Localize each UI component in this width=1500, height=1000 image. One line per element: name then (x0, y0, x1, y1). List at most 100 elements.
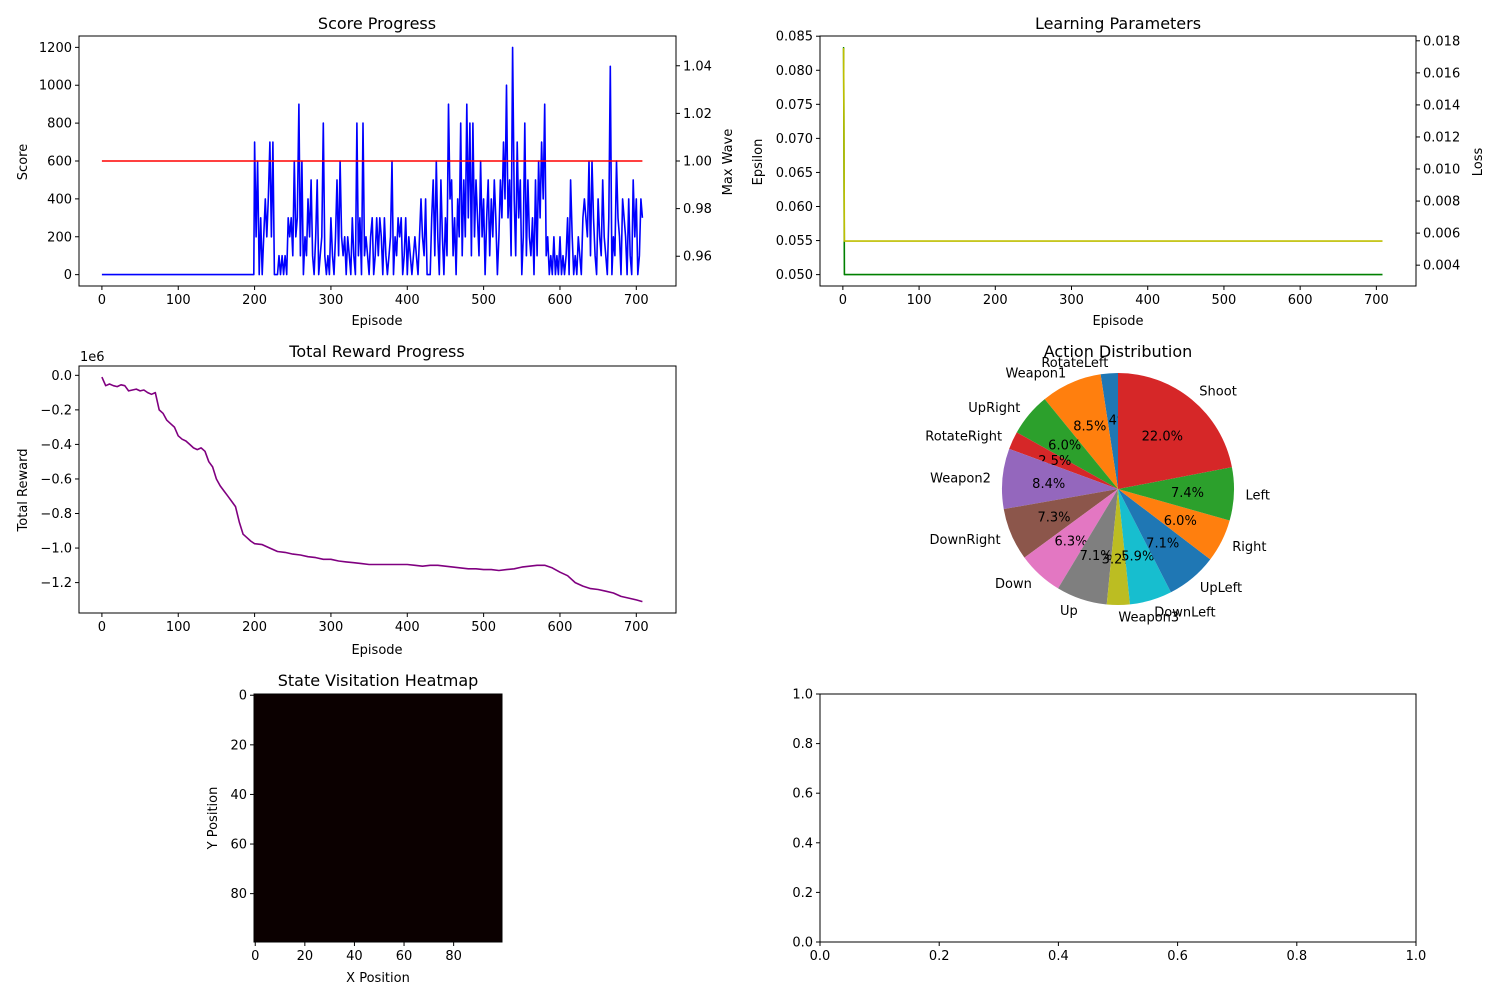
score-x-axis-label: Episode (351, 314, 402, 329)
pie-slice-down (1024, 489, 1118, 589)
score-y-axis-label: Score (16, 144, 31, 180)
score-x-tick-label: 500 (471, 293, 496, 308)
learning-y2-tick-label: 0.018 (1423, 34, 1460, 49)
empty-x-tick-label: 0.4 (1048, 949, 1069, 964)
pie-slice-weapon1 (1044, 374, 1118, 489)
reward-x-tick-label: 500 (471, 620, 496, 635)
reward-y-tick-label: −0.2 (40, 403, 72, 418)
pie-label-shoot: Shoot (1199, 385, 1237, 400)
reward-y-tick-label: −0.4 (40, 438, 72, 453)
reward-y-tick-label: −0.6 (40, 472, 72, 487)
learning-y-tick-label: 0.050 (776, 268, 813, 283)
learning-chart-title: Learning Parameters (1035, 14, 1201, 33)
empty-x-tick-label: 0.2 (929, 949, 950, 964)
heatmap-y-tick-label: 0 (239, 689, 247, 704)
pie-percent-down: 6.3% (1054, 534, 1087, 549)
learning-x-tick-label: 400 (1135, 293, 1160, 308)
pie-label-rotateleft: RotateLeft (1041, 356, 1108, 371)
learning-x-tick-label: 100 (907, 293, 932, 308)
pie-slice-weapon2 (1002, 448, 1118, 510)
learning-y-tick-label: 0.080 (776, 64, 813, 79)
score-plot-area: 0 100 200 300 400 500 600 700 0 200 400 600 800 1000 1… (39, 35, 712, 308)
reward-chart-title: Total Reward Progress (288, 342, 464, 361)
score-y-tick-label: 800 (47, 117, 72, 132)
empty-x-tick-label: 0.6 (1167, 949, 1188, 964)
pie-chart-title: Action Distribution (1044, 342, 1193, 361)
score-x-tick-label: 300 (319, 293, 344, 308)
pie-slice-upleft (1118, 489, 1211, 593)
learning-y-tick-label: 0.060 (776, 200, 813, 215)
total-reward-chart: Total Reward Progress 1e6 0 100 200 300 400 5… (16, 342, 677, 658)
pie-percent-upleft: 7.1% (1146, 536, 1179, 551)
pie-percent-shoot: 22.0% (1142, 429, 1183, 444)
pie-percent-upright: 6.0% (1048, 438, 1081, 453)
pie-label-weapon3: Weapon3 (1118, 611, 1179, 626)
pie-label-downright: DownRight (930, 533, 1001, 548)
empty-y-tick-label: 0.2 (792, 886, 813, 901)
pie-percent-downleft: 5.9% (1121, 550, 1154, 565)
learning-y2-tick-label: 0.006 (1423, 227, 1460, 242)
learning-x-tick-label: 300 (1059, 293, 1084, 308)
pie-plot-area: RotateLeft2.4%Weapon18.5%UpRight6.0%Rota… (925, 356, 1270, 626)
pie-percent-up: 7.1% (1080, 549, 1113, 564)
score-y-tick-label: 400 (47, 192, 72, 207)
learning-y2-tick-label: 0.004 (1423, 259, 1460, 274)
empty-y-tick-label: 1.0 (792, 688, 813, 703)
pie-percent-right: 6.0% (1164, 514, 1197, 529)
score-x-tick-label: 100 (166, 293, 191, 308)
pie-label-up: Up (1060, 604, 1078, 619)
pie-slice-downright (1003, 489, 1118, 558)
learning-x-tick-label: 600 (1288, 293, 1313, 308)
reward-x-tick-label: 200 (242, 620, 267, 635)
empty-y-tick-label: 0.0 (792, 936, 813, 951)
empty-x-tick-label: 0.8 (1286, 949, 1307, 964)
pie-slice-left (1118, 467, 1235, 521)
score-y-tick-label: 600 (47, 155, 72, 170)
score-y-tick-label: 1200 (39, 41, 72, 56)
reward-x-tick-label: 0 (98, 620, 106, 635)
score-x-tick-label: 200 (242, 293, 267, 308)
reward-x-tick-label: 100 (166, 620, 191, 635)
empty-x-tick-label: 1.0 (1406, 949, 1427, 964)
reward-y-tick-label: −1.2 (40, 576, 72, 591)
pie-slice-right (1118, 489, 1230, 560)
heatmap-x-tick-label: 80 (445, 949, 462, 964)
learning-y2-tick-label: 0.014 (1423, 98, 1460, 113)
pie-percent-weapon2: 8.4% (1032, 477, 1065, 492)
heatmap-x-axis-label: X Position (346, 971, 410, 986)
empty-y-tick-label: 0.6 (792, 787, 813, 802)
pie-slice-upright (1016, 399, 1118, 489)
heatmap-x-tick-label: 0 (251, 949, 259, 964)
learning-y2-tick-label: 0.016 (1423, 66, 1460, 81)
score-chart-title: Score Progress (318, 14, 436, 33)
learning-y-tick-label: 0.085 (776, 30, 813, 45)
heatmap-axes-frame (253, 693, 503, 943)
empty-y-tick-label: 0.8 (792, 737, 813, 752)
pie-label-weapon1: Weapon1 (1006, 366, 1067, 381)
reward-y-tick-label: 0.0 (51, 369, 72, 384)
pie-slice-weapon3 (1106, 489, 1130, 605)
score-y2-tick-label: 0.96 (683, 250, 712, 265)
heatmap-title: State Visitation Heatmap (278, 671, 479, 690)
learning-parameters-chart: Learning Parameters 0 100 200 300 400 500 600 7… (751, 14, 1486, 329)
heatmap-cells (254, 694, 502, 942)
reward-y-tick-label: −0.8 (40, 507, 72, 522)
score-y-tick-label: 0 (64, 268, 72, 283)
heatmap-y-tick-label: 80 (230, 887, 247, 902)
score-y-tick-label: 1000 (39, 79, 72, 94)
learning-y2-axis-label: Loss (1471, 148, 1486, 177)
pie-percent-weapon1: 8.5% (1073, 419, 1106, 434)
reward-x-axis-label: Episode (351, 643, 402, 658)
reward-axes-frame (78, 365, 677, 614)
heatmap-y-tick-label: 60 (230, 838, 247, 853)
learning-y-tick-label: 0.070 (776, 132, 813, 147)
pie-slice-rotateright (1009, 432, 1118, 489)
heatmap-y-tick-label: 20 (230, 738, 247, 753)
pie-percent-downright: 7.3% (1037, 510, 1070, 525)
reward-plot-area: 0 100 200 300 400 500 600 700 0.0 −0.2 −0.4 −0.6 −0.… (40, 365, 677, 635)
pie-slice-downleft (1118, 489, 1171, 605)
learning-plot-area: 0 100 200 300 400 500 600 700 0.050 0.055 0.060 0.0… (776, 30, 1460, 308)
learning-x-tick-label: 700 (1364, 293, 1389, 308)
score-x-tick-label: 700 (624, 293, 649, 308)
